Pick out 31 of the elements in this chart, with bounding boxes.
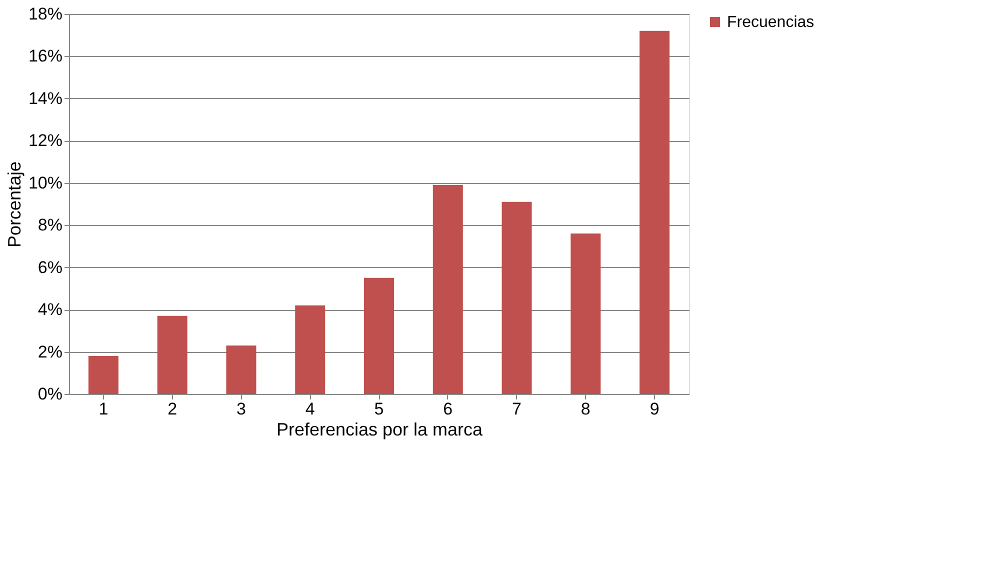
x-tick-label: 2 xyxy=(168,400,178,418)
y-tick-label: 6% xyxy=(38,258,62,277)
y-tick-label: 16% xyxy=(28,46,62,66)
x-tick-label: 4 xyxy=(305,400,315,418)
bar xyxy=(640,30,670,394)
y-tick-label: 12% xyxy=(28,131,62,150)
x-tick-label: 7 xyxy=(512,400,522,418)
x-tick-label: 6 xyxy=(443,400,453,418)
bar xyxy=(502,202,532,394)
x-axis-title: Preferencias por la marca xyxy=(276,420,484,440)
bar xyxy=(88,356,118,394)
x-tick-label: 3 xyxy=(236,400,246,418)
y-tick-label: 14% xyxy=(28,88,62,108)
y-tick-label: 0% xyxy=(38,384,62,404)
x-tick-label: 1 xyxy=(98,400,108,418)
y-tick-label: 10% xyxy=(28,173,62,192)
y-tick-label: 8% xyxy=(38,216,62,235)
bar xyxy=(157,316,188,394)
x-tick-label: 8 xyxy=(580,400,590,418)
y-tick-label: 18% xyxy=(28,4,62,24)
y-axis-title: Porcentaje xyxy=(4,161,24,248)
bar xyxy=(295,305,326,394)
x-tick-label: 5 xyxy=(374,400,384,418)
bar xyxy=(226,345,256,394)
legend-label: Frecuencias xyxy=(727,14,814,31)
bar xyxy=(364,278,394,394)
y-tick-label: 4% xyxy=(38,300,62,320)
x-tick-label: 9 xyxy=(650,400,660,418)
bar xyxy=(570,234,601,394)
bar xyxy=(432,185,463,394)
y-tick-label: 2% xyxy=(38,342,62,362)
